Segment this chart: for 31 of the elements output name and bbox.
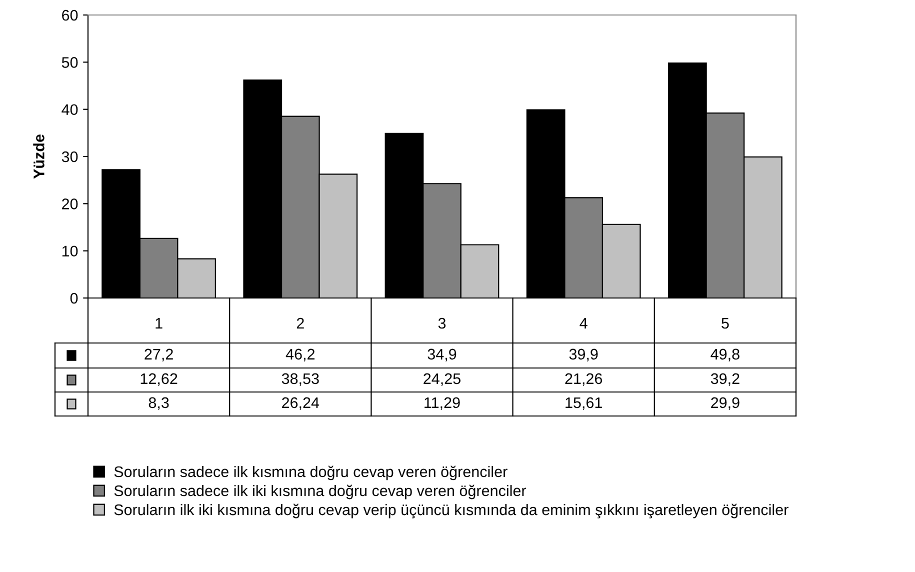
y-tick-label: 20 (62, 198, 78, 210)
y-tick-label: 10 (62, 246, 78, 257)
data-label: 38,53 (282, 373, 319, 386)
y-tick-label: 0 (70, 292, 78, 304)
data-label: 15,61 (566, 397, 602, 410)
data-label: 39,9 (569, 348, 598, 362)
y-tick-label: 30 (62, 151, 78, 162)
x-tick-label: 4 (580, 318, 588, 329)
data-label: 29,9 (711, 397, 740, 410)
data-label: 49,8 (710, 348, 740, 362)
x-tick-label: 3 (438, 318, 446, 329)
y-tick-label: 40 (62, 104, 78, 116)
data-label: 12,62 (140, 373, 178, 386)
y-tick-label: 60 (62, 10, 78, 21)
data-label: 27,2 (144, 348, 173, 362)
y-tick-label: 50 (62, 57, 78, 68)
x-tick-label: 1 (156, 318, 162, 329)
data-label: 26,24 (282, 397, 320, 410)
legend-label: Soruların sadece ilk kısmına doğru cevap veren öğrenciler (114, 466, 508, 480)
data-label: 24,25 (424, 373, 460, 386)
data-label: 34,9 (428, 348, 456, 362)
data-label: 46,2 (286, 348, 314, 362)
legend-label: Soruların ilk iki kısmına doğru cevap verip üçüncü kısmında da eminim şıkkını işaretleyen öğrenciler (114, 504, 788, 518)
y-axis-title: Yüzde (33, 134, 44, 179)
data-label: 8,3 (148, 397, 169, 410)
data-label: 11,29 (424, 397, 460, 410)
data-label: 21,26 (565, 373, 602, 386)
x-tick-label: 5 (722, 318, 729, 329)
legend-label: Soruların sadece ilk iki kısmına doğru cevap veren öğrenciler (114, 484, 526, 500)
data-label: 39,2 (710, 373, 740, 386)
x-tick-label: 2 (296, 318, 304, 329)
